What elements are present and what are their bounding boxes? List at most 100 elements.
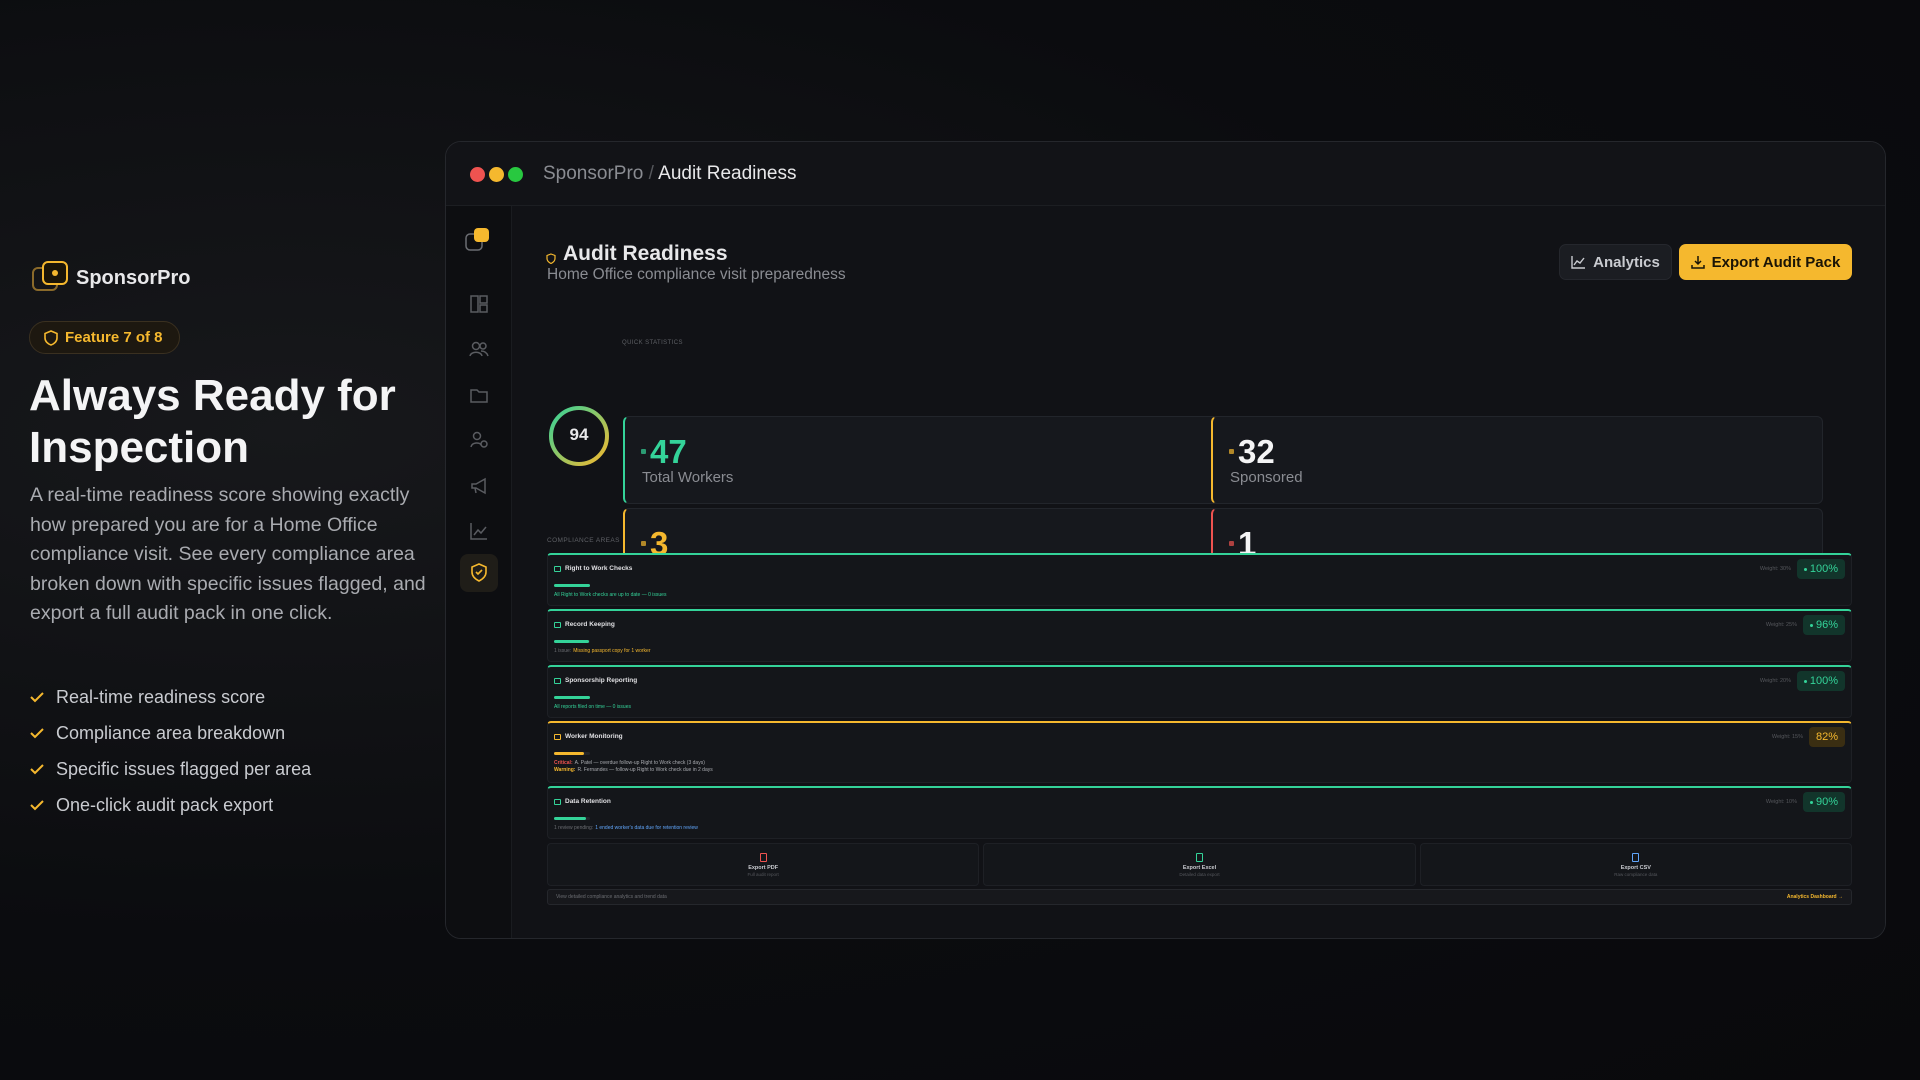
stat-value: 3 (650, 525, 669, 562)
score-text: 90% (1815, 796, 1838, 808)
export-card[interactable]: Export Excel Detailed data export (983, 843, 1416, 886)
export-title: Export Excel (1182, 864, 1217, 871)
stat-label: Total Workers (642, 469, 734, 486)
export-card[interactable]: Export PDF Full audit report (547, 843, 980, 886)
score-bar (554, 752, 584, 755)
bar-track (554, 640, 590, 643)
page-subtitle: Home Office compliance visit preparednes… (547, 266, 846, 283)
footer-link[interactable]: Analytics Dashboard → (1786, 894, 1843, 900)
note-text: Missing passport copy for 1 worker (573, 648, 651, 654)
score-dot (1803, 679, 1807, 683)
compliance-row: Worker Monitoring 82% Weight: 15% Critical:… (547, 721, 1852, 783)
feature-text: Specific issues flagged per area (56, 758, 312, 779)
area-weight: Weight: 15% (1771, 734, 1803, 740)
stat-value: 47 (650, 433, 687, 470)
button-label: Analytics (1593, 253, 1660, 271)
nav-analytics[interactable] (469, 521, 489, 541)
breadcrumb: SponsorPro / Audit Readiness (543, 163, 797, 185)
bar-track (554, 752, 590, 755)
area-note: Warning: R. Fernandes — follow-up Right t… (554, 767, 713, 773)
export-title: Export PDF (748, 864, 779, 871)
export-sub: Full audit report (747, 871, 779, 877)
area-note: 1 issue: Missing passport copy for 1 work… (554, 648, 651, 654)
bar-track (554, 817, 590, 820)
score-bar (554, 696, 590, 699)
note-text: All reports filed on time — 0 issues (554, 704, 631, 710)
crumb-current: Audit Readiness (658, 163, 797, 184)
nav-documents[interactable] (469, 385, 489, 405)
area-icon (554, 799, 561, 805)
bar-track (554, 696, 590, 699)
sidebar-logo[interactable] (463, 226, 493, 256)
score-text: 100% (1809, 563, 1838, 575)
score-dot (1803, 567, 1807, 571)
headline: Always Ready for Inspection (29, 371, 396, 472)
bar-track (554, 584, 590, 587)
note-text: A. Patel — overdue follow-up Right to Wo… (574, 760, 705, 766)
score-pill: 90% (1802, 792, 1845, 812)
logo (31, 259, 71, 300)
feature-badge: Feature 7 of 8 (29, 321, 180, 354)
score-bar (554, 584, 590, 587)
stat-icon (1229, 449, 1234, 454)
area-icon (554, 734, 561, 740)
export-sub: Raw compliance data (1614, 871, 1658, 877)
feature-text: Real-time readiness score (56, 686, 266, 707)
title-bar: SponsorPro / Audit Readiness (446, 142, 1885, 206)
stat-icon (641, 541, 646, 546)
compliance-areas: Right to Work Checks 100% Weight: 30% All R… (547, 553, 1852, 839)
dot-red[interactable] (470, 167, 485, 182)
badge-text: Feature 7 of 8 (65, 329, 163, 346)
feature-item: Real-time readiness score (30, 679, 430, 715)
export-title: Export CSV (1620, 864, 1651, 871)
note-text: R. Fernandes — follow-up Right to Work c… (577, 767, 713, 773)
score-dot (1809, 800, 1813, 804)
stat-value: 1 (1238, 525, 1257, 562)
area-note: All Right to Work checks are up to date … (554, 592, 666, 598)
nav-dashboard[interactable] (469, 294, 489, 314)
dot-yellow[interactable] (489, 167, 504, 182)
export-button[interactable]: Export Audit Pack (1679, 244, 1852, 280)
nav-reporting[interactable] (469, 476, 489, 496)
score-pill: 96% (1802, 615, 1845, 635)
export-sub: Detailed data export (1179, 871, 1220, 877)
dot-green[interactable] (508, 167, 523, 182)
stat-icon (641, 449, 646, 454)
check-icon (30, 728, 44, 739)
area-name: Sponsorship Reporting (565, 677, 638, 684)
area-weight: Weight: 30% (1759, 566, 1791, 572)
feature-item: Compliance area breakdown (30, 715, 430, 751)
footer-bar: View detailed compliance analytics and t… (547, 889, 1852, 905)
export-card[interactable]: Export CSV Raw compliance data (1419, 843, 1852, 886)
nav-workers[interactable] (469, 339, 489, 359)
compliance-row: Sponsorship Reporting 100% Weight: 20% All … (547, 665, 1852, 718)
note-text: 1 ended worker's data due for retention … (595, 825, 698, 831)
area-icon (554, 566, 561, 572)
note-prefix: Warning: (554, 767, 576, 773)
area-note: 1 review pending: 1 ended worker's data d… (554, 825, 698, 831)
feature-item: One-click audit pack export (30, 787, 430, 823)
score-bar (554, 640, 589, 643)
stat-icon (1229, 541, 1234, 546)
main: Audit Readiness Home Office compliance v… (512, 206, 1885, 938)
export-icon (759, 852, 767, 862)
compliance-row: Record Keeping 96% Weight: 25% 1 issue: Miss… (547, 609, 1852, 662)
compliance-label: COMPLIANCE AREAS (547, 537, 620, 544)
readiness-gauge (549, 406, 609, 466)
area-weight: Weight: 20% (1759, 678, 1791, 684)
score-text: 82% (1815, 731, 1838, 743)
feature-text: One-click audit pack export (56, 794, 274, 815)
app-window: SponsorPro / Audit Readiness Audit Readi… (445, 141, 1886, 939)
nav-sponsorship[interactable] (469, 430, 489, 450)
compliance-row: Right to Work Checks 100% Weight: 30% All R… (547, 553, 1852, 606)
crumb[interactable]: SponsorPro (543, 163, 644, 184)
nav-audit-active[interactable] (460, 554, 498, 592)
area-icon (554, 678, 561, 684)
area-weight: Weight: 25% (1765, 622, 1797, 628)
area-note: Critical: A. Patel — overdue follow-up Ri… (554, 760, 705, 766)
export-icon (1195, 852, 1203, 862)
analytics-button[interactable]: Analytics (1559, 244, 1672, 280)
area-name: Worker Monitoring (565, 733, 623, 740)
sidebar (446, 206, 512, 938)
